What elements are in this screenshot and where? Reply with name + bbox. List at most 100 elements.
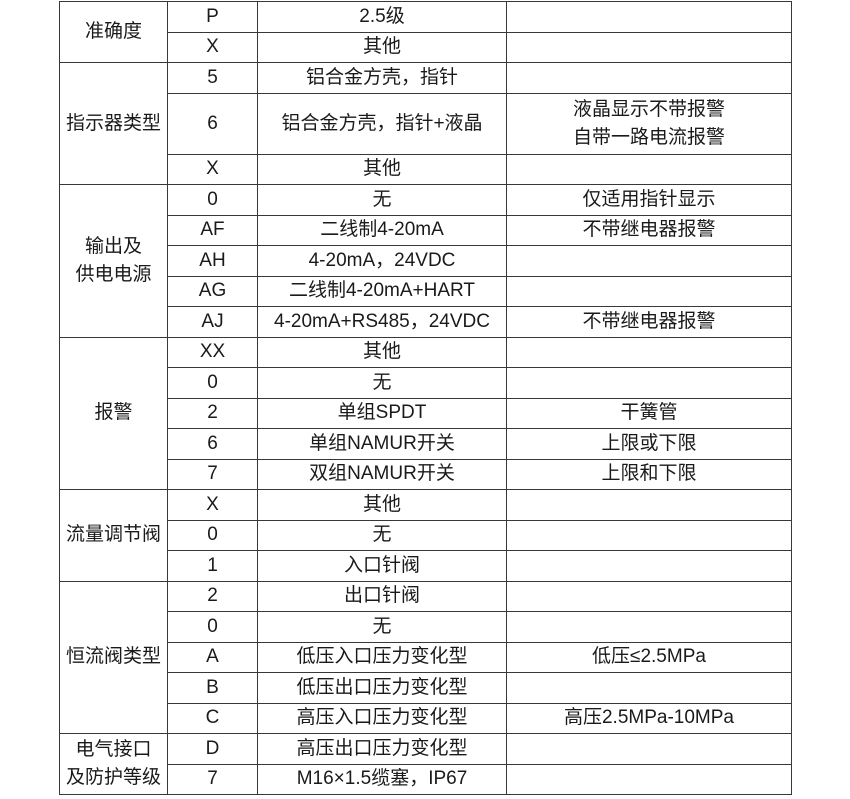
code-cell: A [167, 641, 258, 673]
table-row: 7 M16×1.5缆塞，IP67 [60, 763, 792, 795]
table-row: 恒流阀类型 2 出口针阀 [59, 580, 792, 734]
desc-cell: 其他 [257, 153, 507, 185]
code-cell: AG [167, 275, 258, 307]
code-cell: AF [167, 214, 258, 246]
code-cell: 7 [167, 763, 258, 795]
table-row: X 其他 [60, 31, 792, 63]
desc-cell: 4-20mA，24VDC [257, 245, 507, 277]
desc-cell: 铝合金方壳，指针+液晶 [257, 92, 507, 155]
desc-cell: 无 [257, 611, 507, 643]
note-cell: 低压≤2.5MPa [506, 641, 792, 673]
code-cell: D [167, 733, 258, 765]
code-cell: 5 [167, 62, 258, 94]
note-cell [506, 367, 792, 399]
code-cell: 6 [167, 92, 258, 155]
code-cell: 2 [167, 580, 258, 612]
code-cell: 0 [167, 184, 258, 216]
code-cell: 1 [167, 550, 258, 582]
category-cell: 恒流阀类型 [59, 580, 168, 734]
desc-cell: 出口针阀 [257, 580, 507, 612]
note-cell [506, 1, 792, 33]
category-cell: 报警 [59, 336, 168, 490]
table-row: AF 二线制4-20mA 不带继电器报警 [60, 214, 792, 246]
desc-cell: 入口针阀 [257, 550, 507, 582]
note-cell [506, 550, 792, 582]
code-cell: 0 [167, 367, 258, 399]
desc-cell: 低压出口压力变化型 [257, 672, 507, 704]
desc-cell: 无 [257, 184, 507, 216]
note-cell [506, 519, 792, 551]
code-cell: 7 [167, 458, 258, 490]
code-cell: B [167, 672, 258, 704]
table-row: 1 入口针阀 [60, 550, 792, 582]
desc-cell: 低压入口压力变化型 [257, 641, 507, 673]
code-cell: P [167, 1, 258, 33]
note-cell: 不带继电器报警 [506, 214, 792, 246]
note-cell [506, 763, 792, 795]
desc-cell: 铝合金方壳，指针 [257, 62, 507, 94]
table-row: 准确度 P 2.5级 [59, 1, 792, 63]
desc-cell: 其他 [257, 489, 507, 521]
code-cell: X [167, 153, 258, 185]
code-cell: 0 [167, 611, 258, 643]
code-cell: C [167, 702, 258, 734]
desc-cell: 单组SPDT [257, 397, 507, 429]
desc-cell: 单组NAMUR开关 [257, 428, 507, 460]
table-row: 2 单组SPDT 干簧管 [60, 397, 792, 429]
code-cell: X [167, 489, 258, 521]
desc-cell: 高压出口压力变化型 [257, 733, 507, 765]
desc-cell: 2.5级 [257, 1, 507, 33]
note-cell: 上限和下限 [506, 458, 792, 490]
note-cell [506, 336, 792, 368]
note-cell [506, 31, 792, 63]
spec-table-body: 准确度 P 2.5级 X 其他 指示器类型 5 铝合金方壳，指针 6 铝合金方壳，指针+液晶 液晶显… [59, 1, 792, 795]
table-row: AJ 4-20mA+RS485，24VDC 不带继电器报警 [60, 306, 792, 338]
note-cell: 不带继电器报警 [506, 306, 792, 338]
note-cell: 高压2.5MPa-10MPa [506, 702, 792, 734]
code-cell: X [167, 31, 258, 63]
desc-cell: 无 [257, 519, 507, 551]
note-cell [506, 489, 792, 521]
category-cell: 准确度 [59, 1, 168, 63]
table-row: 电气接口 及防护等级 D 高压出口压力变化型 [59, 733, 792, 795]
desc-cell: 双组NAMUR开关 [257, 458, 507, 490]
table-row: A 低压入口压力变化型 低压≤2.5MPa [60, 641, 792, 673]
table-row: AH 4-20mA，24VDC [60, 245, 792, 277]
note-cell [506, 275, 792, 307]
table-row: 输出及 供电电源 0 无仅适用指针显示 [59, 184, 792, 338]
desc-cell: 其他 [257, 31, 507, 63]
note-cell [506, 153, 792, 185]
note-cell [506, 611, 792, 643]
spec-table-container: 准确度 P 2.5级 X 其他 指示器类型 5 铝合金方壳，指针 6 铝合金方壳，指针+液晶 液晶显… [59, 1, 792, 795]
note-cell: 仅适用指针显示 [506, 184, 792, 216]
desc-cell: 二线制4-20mA [257, 214, 507, 246]
desc-cell: 4-20mA+RS485，24VDC [257, 306, 507, 338]
code-cell: AJ [167, 306, 258, 338]
category-cell: 流量调节阀 [59, 489, 168, 582]
category-cell: 指示器类型 [59, 62, 168, 185]
table-row: B 低压出口压力变化型 [60, 672, 792, 704]
table-row: 7 双组NAMUR开关 上限和下限 [60, 458, 792, 490]
code-cell: AH [167, 245, 258, 277]
table-row: 流量调节阀 X 其他 [59, 489, 792, 582]
code-cell: 6 [167, 428, 258, 460]
desc-cell: M16×1.5缆塞，IP67 [257, 763, 507, 795]
category-cell: 电气接口 及防护等级 [59, 733, 168, 795]
table-row: 报警 XX 其他 [59, 336, 792, 490]
note-cell: 干簧管 [506, 397, 792, 429]
table-row: X 其他 [60, 153, 792, 185]
note-cell [506, 245, 792, 277]
note-cell [506, 580, 792, 612]
code-cell: XX [167, 336, 258, 368]
code-cell: 0 [167, 519, 258, 551]
note-cell [506, 733, 792, 765]
table-row: AG 二线制4-20mA+HART [60, 275, 792, 307]
table-row: 指示器类型 5 铝合金方壳，指针 [59, 62, 792, 185]
note-cell: 上限或下限 [506, 428, 792, 460]
table-row: 6 铝合金方壳，指针+液晶 液晶显示不带报警 自带一路电流报警 [60, 92, 792, 155]
desc-cell: 高压入口压力变化型 [257, 702, 507, 734]
category-cell: 输出及 供电电源 [59, 184, 168, 338]
desc-cell: 其他 [257, 336, 507, 368]
